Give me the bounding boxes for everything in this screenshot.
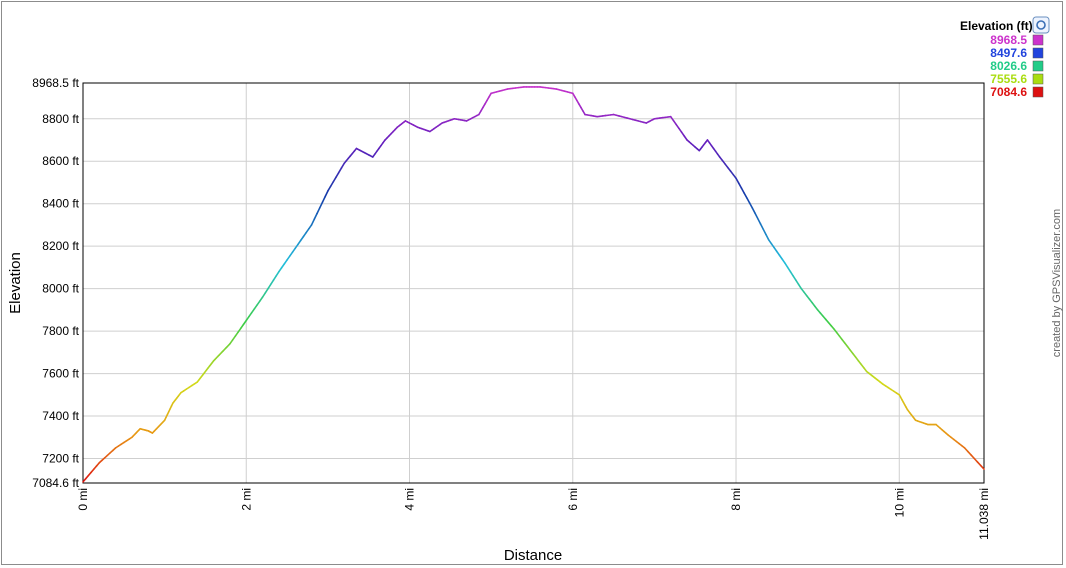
x-tick-labels: 0 mi 2 mi 4 mi 6 mi 8 mi 10 mi 11.038 mi (76, 488, 991, 540)
plot-border (82, 82, 985, 484)
x-axis-title: Distance (504, 547, 562, 564)
elevation-line-segment (337, 167, 343, 174)
legend-title: Elevation (ft) (960, 19, 1033, 33)
elevation-line-segment (316, 207, 321, 215)
y-tick-label: 7800 ft (42, 324, 79, 338)
elevation-line-segment (762, 228, 767, 236)
legend-swatch (1032, 47, 1044, 59)
y-tick-label: 8800 ft (42, 112, 79, 126)
x-tick-label: 11.038 mi (977, 488, 991, 540)
y-tick-label: 8400 ft (42, 197, 79, 211)
elevation-line-segment (786, 266, 792, 273)
elevation-line-segment (329, 180, 335, 188)
elevation-line-segment (313, 212, 318, 221)
elevation-line-segment (327, 185, 332, 192)
elevation-line-segment (797, 283, 803, 290)
elevation-line-segment (264, 287, 269, 294)
y-axis-title: Elevation (7, 252, 24, 314)
x-tick-label: 8 mi (729, 488, 743, 511)
legend-swatch (1032, 73, 1044, 85)
y-tick-label: 8200 ft (42, 239, 79, 253)
legend-entry-label: 8968.5 (990, 33, 1027, 47)
elevation-line-segment (746, 197, 751, 204)
elevation-line-segment (318, 201, 324, 209)
y-tick-label: 8968.5 ft (32, 76, 79, 90)
elevation-line-segment (332, 176, 337, 183)
y-tick-label: 7200 ft (42, 451, 79, 465)
elevation-line-segment (789, 270, 794, 277)
x-tick-label: 6 mi (566, 488, 580, 511)
legend: Elevation (ft) 8968.58497.68026.67555.67… (960, 16, 1050, 99)
y-tick-label: 8000 ft (42, 282, 79, 296)
legend-entry-label: 7555.6 (990, 72, 1027, 86)
y-tick-label: 7600 ft (42, 367, 79, 381)
elevation-line-segment (324, 190, 329, 198)
legend-entry-label: 8497.6 (990, 46, 1027, 60)
legend-swatch (1032, 60, 1044, 72)
elevation-line-segment (310, 218, 316, 226)
elevation-line-segment (748, 202, 754, 209)
elevation-line-segment (756, 217, 762, 225)
elevation-line-segment (740, 187, 745, 194)
elevation-line-segment (765, 233, 770, 241)
credit-text: created by GPSVisualizer.com (1051, 209, 1063, 357)
elevation-line-segment (795, 279, 800, 286)
elevation-line-segment (751, 207, 756, 215)
elevation-line-segment (275, 270, 280, 277)
elevation-line-segment (735, 177, 740, 184)
elevation-line-segment (340, 162, 346, 169)
elevation-line-segment (754, 212, 759, 220)
x-tick-label: 10 mi (892, 488, 906, 517)
elevation-line-segment (792, 275, 797, 281)
legend-entry-label: 8026.6 (990, 59, 1027, 73)
y-tick-label: 8600 ft (42, 154, 79, 168)
elevation-line-segment (261, 292, 267, 298)
legend-swatch (1032, 34, 1044, 46)
y-tick-labels: 7084.6 ft 7200 ft 7400 ft 7600 ft 7800 ft 800… (32, 76, 79, 490)
grid (82, 82, 985, 484)
elevation-line-segment (743, 192, 748, 199)
y-tick-label: 7400 ft (42, 409, 79, 423)
elevation-line-segment (335, 171, 340, 178)
legend-swatch (1032, 86, 1044, 98)
x-tick-label: 2 mi (239, 488, 253, 511)
elevation-line (82, 86, 985, 483)
elevation-line-segment (737, 182, 743, 189)
elevation-line-segment (267, 283, 272, 290)
x-tick-label: 4 mi (403, 488, 417, 511)
elevation-line-segment (759, 223, 765, 230)
elevation-line-segment (979, 464, 985, 470)
elevation-line-segment (784, 262, 789, 269)
x-tick-label: 0 mi (76, 488, 90, 511)
elevation-line-segment (321, 195, 326, 204)
elevation-line-segment (269, 279, 275, 286)
elevation-line-segment (272, 275, 277, 281)
legend-toggle-icon[interactable] (1032, 16, 1050, 34)
legend-entry-label: 7084.6 (990, 85, 1027, 99)
y-tick-label: 7084.6 ft (32, 476, 79, 490)
